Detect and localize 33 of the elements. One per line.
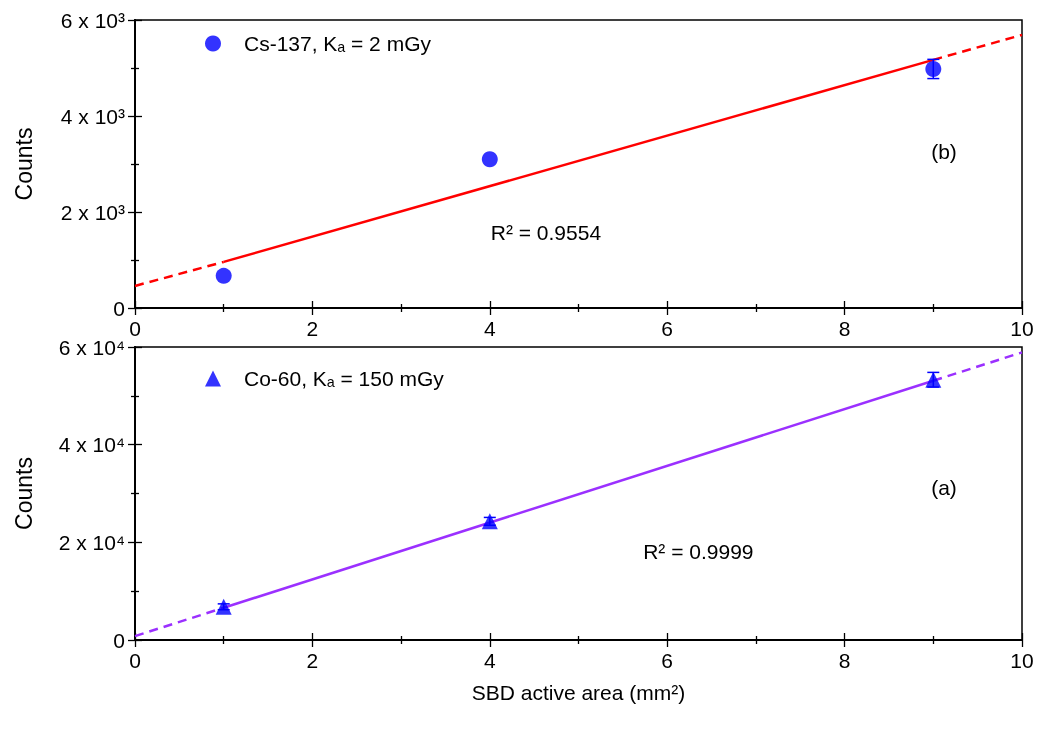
y-axis-title: Counts — [10, 127, 37, 201]
x-tick-label: 2 — [306, 317, 319, 340]
point — [215, 598, 232, 615]
x-tick-label: 2 — [306, 649, 319, 672]
y-tick-label: 6 x 10⁴ — [58, 335, 125, 359]
annotation: (a) — [931, 475, 957, 499]
y-tick-label: 2 x 10³ — [60, 200, 125, 224]
x-tick-label: 10 — [1010, 317, 1034, 340]
y-tick-label: 2 x 10⁴ — [58, 530, 125, 554]
y-axis-title: Counts — [10, 457, 37, 530]
x-tick-label: 0 — [129, 649, 141, 672]
y-tick-label: 6 x 10³ — [60, 8, 125, 32]
annotation: R² = 0.9554 — [490, 221, 602, 244]
y-tick-label: 0 — [113, 628, 125, 652]
x-tick-label: 4 — [483, 317, 496, 340]
x-tick-label: 6 — [661, 649, 674, 672]
point — [481, 151, 498, 168]
x-tick-label: 4 — [483, 649, 496, 672]
x-axis-title: SBD active area (mm²) — [471, 681, 686, 704]
y-tick-label: 4 x 10⁴ — [58, 433, 125, 457]
y-tick-label: 4 x 10³ — [60, 104, 125, 128]
y-tick-label: 0 — [113, 296, 125, 320]
point — [481, 513, 498, 530]
x-tick-label: 6 — [661, 317, 674, 340]
annotation: (b) — [931, 140, 957, 164]
x-tick-label: 8 — [838, 649, 851, 672]
legend-label: Cs-137, Kₐ = 2 mGy — [244, 32, 432, 55]
legend-label: Co-60, Kₐ = 150 mGy — [244, 367, 445, 390]
point — [215, 267, 232, 284]
annotation: R² = 0.9999 — [643, 540, 754, 564]
x-tick-label: 0 — [129, 317, 141, 340]
x-tick-label: 8 — [838, 317, 851, 340]
x-tick-label: 10 — [1010, 649, 1034, 672]
